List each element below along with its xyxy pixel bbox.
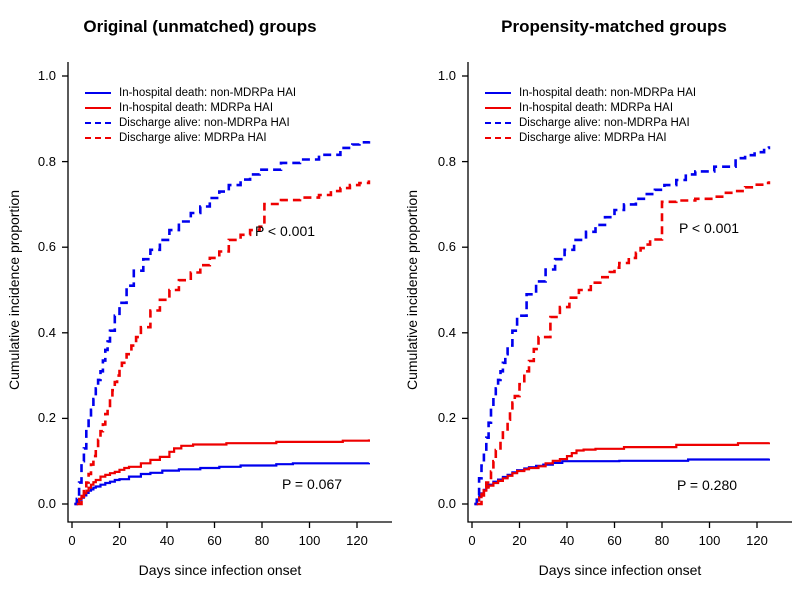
x-tick-label: 60 xyxy=(207,533,222,548)
x-tick-label: 20 xyxy=(112,533,127,548)
legend-label: Discharge alive: non-MDRPa HAI xyxy=(519,116,690,129)
y-tick-label: 0.6 xyxy=(437,239,456,255)
series-line-discharge-alive-non-mdrpa-hai xyxy=(474,146,771,506)
y-tick-label: 0.8 xyxy=(437,153,456,169)
panel-title-unmatched: Original (unmatched) groups xyxy=(83,17,317,36)
legend-unmatched: In-hospital death: non-MDRPa HAI In-hosp… xyxy=(85,85,296,145)
y-tick-label: 0.6 xyxy=(37,239,56,255)
y-tick-label: 0.4 xyxy=(437,324,456,340)
line-swatch-discharge-non-mdrpa xyxy=(485,121,511,124)
x-tick-label: 60 xyxy=(607,533,622,548)
x-tick-label: 80 xyxy=(254,533,270,548)
series-line-in-hospital-death-mdrpa-hai xyxy=(74,439,370,506)
x-tick-label: 40 xyxy=(559,533,575,548)
y-tick-label: 1.0 xyxy=(437,68,456,83)
legend-label: In-hospital death: MDRPa HAI xyxy=(519,101,674,114)
line-swatch-death-non-mdrpa xyxy=(485,91,511,94)
series-line-discharge-alive-non-mdrpa-hai xyxy=(74,141,371,506)
p-value-discharge-unmatched: P < 0.001 xyxy=(254,223,316,239)
x-axis-label-left: Days since infection onset xyxy=(138,562,302,578)
line-swatch-discharge-mdrpa xyxy=(85,136,111,139)
p-value-death-matched: P = 0.280 xyxy=(676,477,738,493)
legend-label: In-hospital death: non-MDRPa HAI xyxy=(519,86,697,99)
y-tick-label: 0.2 xyxy=(37,410,56,426)
line-swatch-discharge-non-mdrpa xyxy=(85,121,111,124)
legend-item: In-hospital death: MDRPa HAI xyxy=(85,100,296,115)
x-tick-label: 20 xyxy=(512,533,527,548)
x-tick-label: 40 xyxy=(159,533,175,548)
x-tick-label: 80 xyxy=(654,533,670,548)
legend-label: In-hospital death: MDRPa HAI xyxy=(119,101,274,114)
y-tick-label: 0.8 xyxy=(37,153,56,169)
legend-item: Discharge alive: non-MDRPa HAI xyxy=(85,115,296,130)
y-axis-label-right: Cumulative incidence proportion xyxy=(404,190,420,390)
legend-item: In-hospital death: MDRPa HAI xyxy=(485,100,696,115)
legend-label: Discharge alive: MDRPa HAI xyxy=(519,131,667,144)
x-tick-label: 100 xyxy=(698,533,721,548)
legend-matched: In-hospital death: non-MDRPa HAI In-hosp… xyxy=(485,85,696,145)
p-value-death-unmatched: P = 0.067 xyxy=(281,476,343,492)
line-swatch-death-mdrpa xyxy=(85,106,111,109)
p-value-discharge-matched: P < 0.001 xyxy=(678,220,740,236)
legend-label: Discharge alive: MDRPa HAI xyxy=(119,131,267,144)
y-tick-label: 0.0 xyxy=(37,496,56,511)
x-tick-label: 0 xyxy=(468,533,476,548)
legend-item: In-hospital death: non-MDRPa HAI xyxy=(85,85,296,100)
y-tick-label: 0.4 xyxy=(37,324,56,340)
legend-label: In-hospital death: non-MDRPa HAI xyxy=(119,86,297,99)
x-tick-label: 120 xyxy=(346,533,368,548)
x-tick-label: 100 xyxy=(298,533,321,548)
series-line-in-hospital-death-mdrpa-hai xyxy=(474,442,770,506)
series-line-discharge-alive-mdrpa-hai xyxy=(476,181,771,506)
x-axis-label-right: Days since infection onset xyxy=(538,562,702,578)
panel-title-matched: Propensity-matched groups xyxy=(501,17,727,36)
y-axis-label-left: Cumulative incidence proportion xyxy=(6,190,22,390)
x-tick-label: 0 xyxy=(68,533,76,548)
line-swatch-discharge-mdrpa xyxy=(485,136,511,139)
axis-line xyxy=(467,62,792,523)
x-tick-label: 120 xyxy=(746,533,768,548)
legend-item: Discharge alive: MDRPa HAI xyxy=(485,130,696,145)
y-tick-label: 1.0 xyxy=(37,68,56,83)
legend-item: Discharge alive: MDRPa HAI xyxy=(85,130,296,145)
legend-item: Discharge alive: non-MDRPa HAI xyxy=(485,115,696,130)
y-tick-label: 0.0 xyxy=(437,496,456,511)
y-tick-label: 0.2 xyxy=(437,410,456,426)
legend-item: In-hospital death: non-MDRPa HAI xyxy=(485,85,696,100)
series-line-discharge-alive-mdrpa-hai xyxy=(76,180,371,506)
line-swatch-death-non-mdrpa xyxy=(85,91,111,94)
legend-label: Discharge alive: non-MDRPa HAI xyxy=(119,116,290,129)
line-swatch-death-mdrpa xyxy=(485,106,511,109)
axis-line xyxy=(67,62,392,523)
